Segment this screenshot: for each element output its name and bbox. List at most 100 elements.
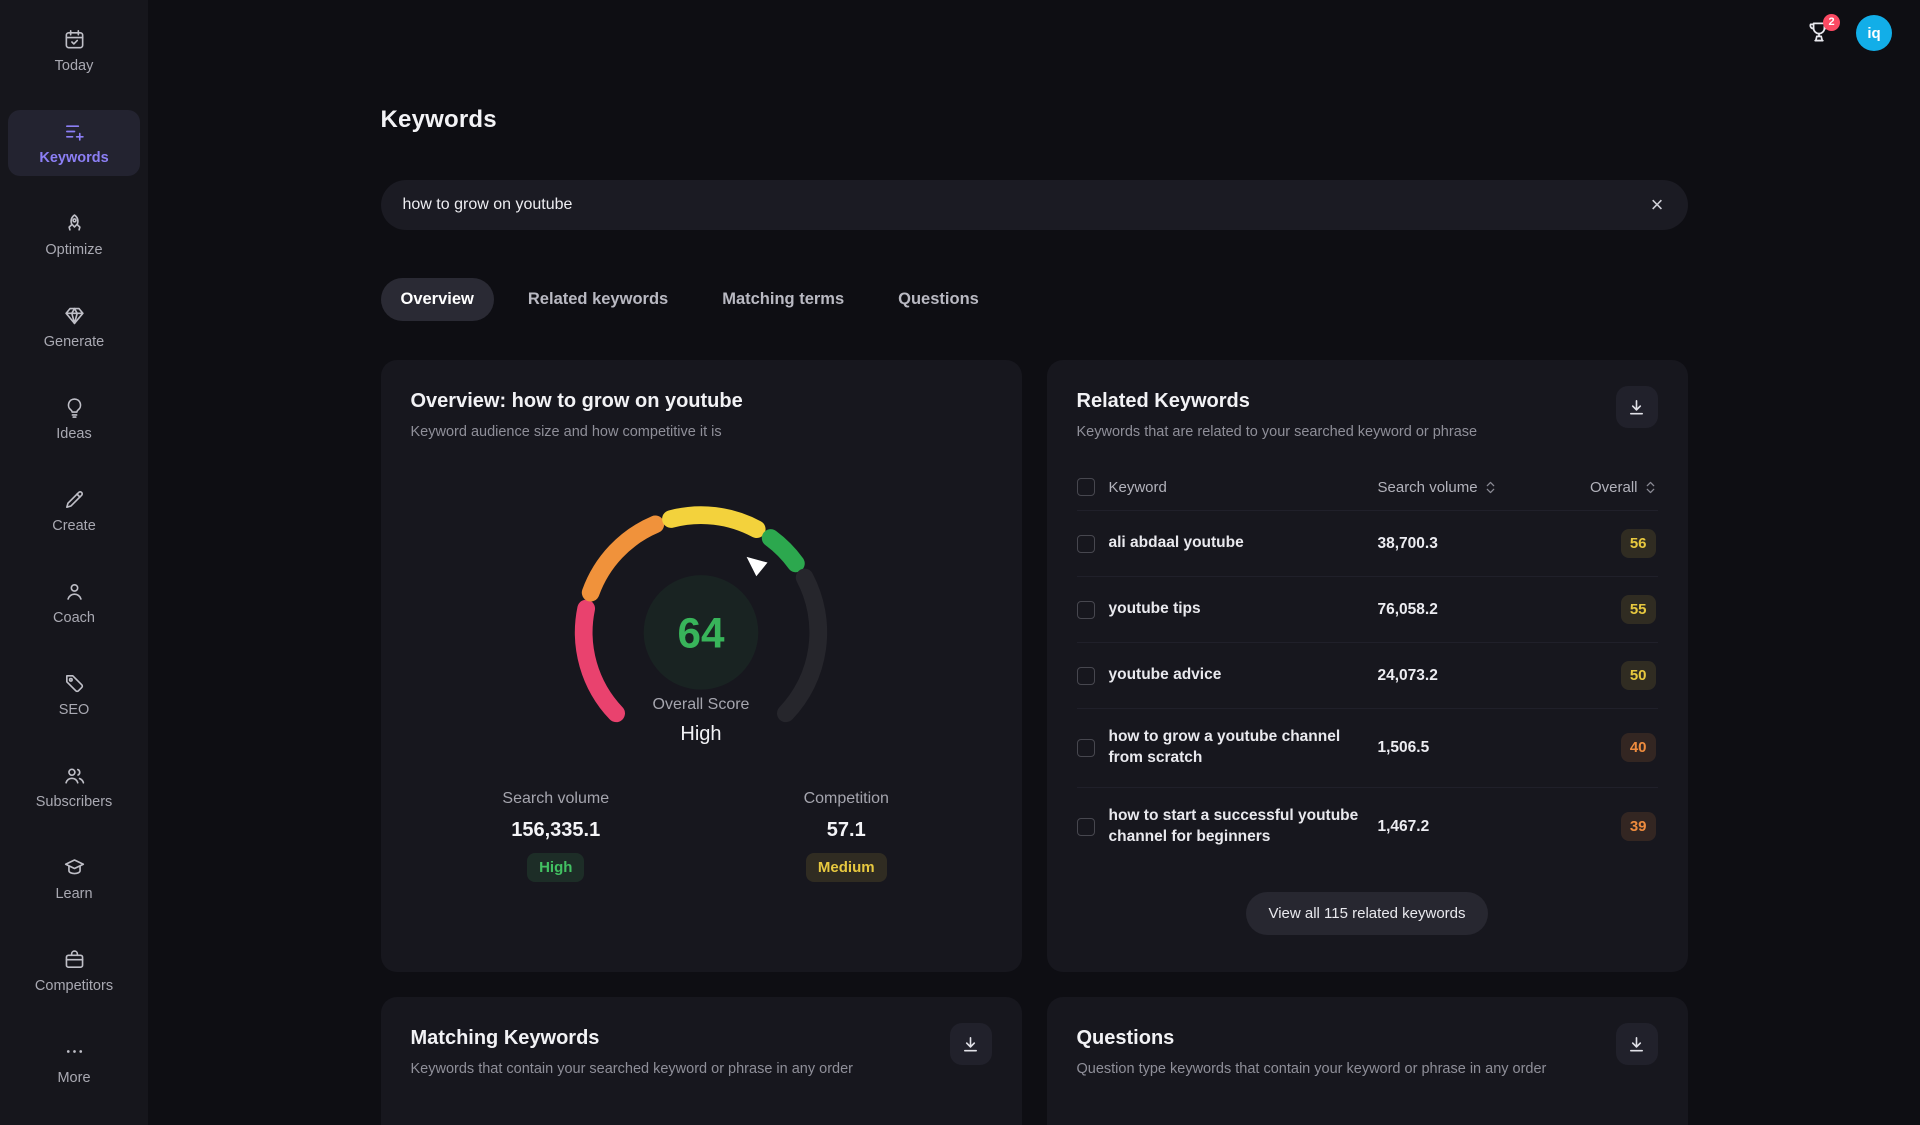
row-checkbox[interactable] [1076, 534, 1095, 553]
questions-card-title: Questions [1076, 1027, 1175, 1049]
competition-stat: Competition 57.1 Medium [701, 790, 992, 882]
sidebar-item-optimize[interactable]: Optimize [8, 202, 140, 268]
row-checkbox[interactable] [1076, 738, 1095, 757]
related-card-title: Related Keywords [1076, 390, 1250, 412]
stat-label: Competition [803, 790, 889, 807]
lightbulb-icon [67, 398, 81, 418]
download-related-button[interactable] [1615, 386, 1658, 428]
score-gauge-wrap: 64 Overall Score High [411, 496, 992, 746]
notification-badge: 2 [1823, 13, 1840, 31]
sidebar-item-label: Ideas [56, 426, 92, 442]
keyword-volume: 1,467.2 [1377, 817, 1430, 835]
score-gauge: 64 [574, 506, 828, 723]
pencil-icon [65, 491, 83, 508]
score-level: High [680, 723, 722, 745]
related-keywords-card: Related Keywords Keywords that are relat… [1046, 360, 1688, 972]
sidebar-item-create[interactable]: Create [8, 478, 140, 544]
sidebar-item-label: Generate [43, 334, 105, 350]
achievements-button[interactable]: 2 [1806, 13, 1840, 48]
table-header: Keyword Search volume Overall [1076, 472, 1658, 510]
sidebar-item-more[interactable]: More [8, 1030, 140, 1096]
select-all-checkbox[interactable] [1076, 478, 1095, 496]
matching-card-title: Matching Keywords [410, 1027, 600, 1049]
gauge-segment [662, 506, 766, 539]
row-checkbox[interactable] [1076, 600, 1095, 619]
keyword-row[interactable]: youtube tips 76,058.2 55 [1076, 576, 1658, 642]
tab-questions[interactable]: Questions [878, 278, 999, 321]
sidebar-item-today[interactable]: Today [8, 18, 140, 84]
clear-search-button[interactable]: × [1650, 192, 1664, 217]
sidebar-item-generate[interactable]: Generate [8, 294, 140, 360]
column-header-overall[interactable]: Overall [1590, 479, 1656, 496]
download-matching-button[interactable] [949, 1023, 992, 1065]
column-header-keyword: Keyword [1108, 478, 1167, 496]
person-icon [66, 583, 82, 600]
download-questions-button[interactable] [1615, 1023, 1658, 1065]
gauge-segment [574, 599, 626, 723]
sidebar-item-label: Competitors [34, 978, 114, 994]
keyword-searchbar: × [380, 180, 1688, 230]
people-icon [64, 768, 84, 784]
download-icon [1629, 1036, 1644, 1051]
ellipsis-icon [66, 1050, 82, 1053]
stat-value: 57.1 [826, 819, 866, 841]
sidebar-item-competitors[interactable]: Competitors [8, 938, 140, 1004]
sidebar-item-label: Learn [55, 886, 93, 902]
gauge-segment [581, 515, 665, 602]
sidebar-item-keywords[interactable]: Keywords [8, 110, 140, 176]
sidebar-item-label: SEO [58, 702, 90, 718]
overall-score-badge: 55 [1620, 595, 1656, 624]
avatar[interactable]: iq [1856, 15, 1892, 51]
page-title: Keywords [380, 106, 497, 133]
keyword-text: ali abdaal youtube [1108, 534, 1244, 552]
sidebar-item-label: More [57, 1070, 91, 1086]
tab-overview[interactable]: Overview [380, 278, 494, 321]
overall-score-badge: 39 [1620, 812, 1656, 842]
search-input[interactable] [402, 196, 1649, 214]
gauge-segment [761, 529, 805, 573]
matching-keywords-card: Matching Keywords Keywords that contain … [380, 997, 1022, 1125]
gem-icon [64, 307, 84, 325]
view-all-related-button[interactable]: View all 115 related keywords [1246, 891, 1488, 935]
score-label: Overall Score [652, 696, 750, 713]
sidebar-item-ideas[interactable]: Ideas [8, 386, 140, 452]
keyword-row[interactable]: ali abdaal youtube 38,700.3 56 [1076, 510, 1658, 576]
overview-card-subtitle: Keyword audience size and how competitiv… [410, 424, 722, 440]
sidebar-item-learn[interactable]: Learn [8, 846, 140, 912]
keyword-volume: 24,073.2 [1377, 666, 1438, 684]
sidebar-item-coach[interactable]: Coach [8, 570, 140, 636]
row-checkbox[interactable] [1076, 817, 1095, 836]
keyword-row[interactable]: how to grow a youtube channel from scrat… [1076, 708, 1658, 787]
sidebar-item-label: Optimize [45, 242, 103, 258]
content: Keywords × Overview Related keywords Mat… [380, 66, 1688, 1125]
row-checkbox[interactable] [1076, 666, 1095, 685]
tabs: Overview Related keywords Matching terms… [380, 278, 1688, 321]
keyword-volume: 1,506.5 [1377, 738, 1430, 756]
sidebar-item-seo[interactable]: SEO [8, 662, 140, 728]
tag-icon [65, 675, 83, 693]
sidebar-item-subscribers[interactable]: Subscribers [8, 754, 140, 820]
overall-score-badge: 40 [1620, 733, 1656, 763]
briefcase-icon [65, 950, 83, 968]
column-label: Search volume [1377, 478, 1478, 496]
column-header-search-volume[interactable]: Search volume [1378, 479, 1548, 496]
questions-card-subtitle: Question type keywords that contain your… [1076, 1061, 1547, 1077]
keyword-row[interactable]: youtube advice 24,073.2 50 [1076, 642, 1658, 708]
keyword-volume: 76,058.2 [1377, 600, 1438, 618]
tab-matching-terms[interactable]: Matching terms [702, 278, 864, 321]
questions-card: Questions Question type keywords that co… [1046, 997, 1688, 1125]
gauge-segment [776, 568, 828, 723]
keyword-row[interactable]: how to start a successful youtube channe… [1076, 786, 1658, 866]
gauge-pointer [746, 556, 768, 577]
related-card-subtitle: Keywords that are related to your search… [1076, 424, 1478, 440]
overview-stats: Search volume 156,335.1 High Competition… [411, 790, 992, 882]
sidebar-item-label: Coach [53, 610, 95, 626]
keyword-text: youtube advice [1108, 666, 1222, 684]
main-area: 2 iq Keywords × Overview Related keyword… [148, 0, 1920, 1125]
overall-score-badge: 50 [1620, 661, 1656, 690]
download-icon [1629, 399, 1644, 414]
tab-related-keywords[interactable]: Related keywords [508, 278, 688, 321]
keyword-text: how to start a successful youtube channe… [1108, 806, 1359, 845]
rocket-icon [67, 214, 81, 231]
